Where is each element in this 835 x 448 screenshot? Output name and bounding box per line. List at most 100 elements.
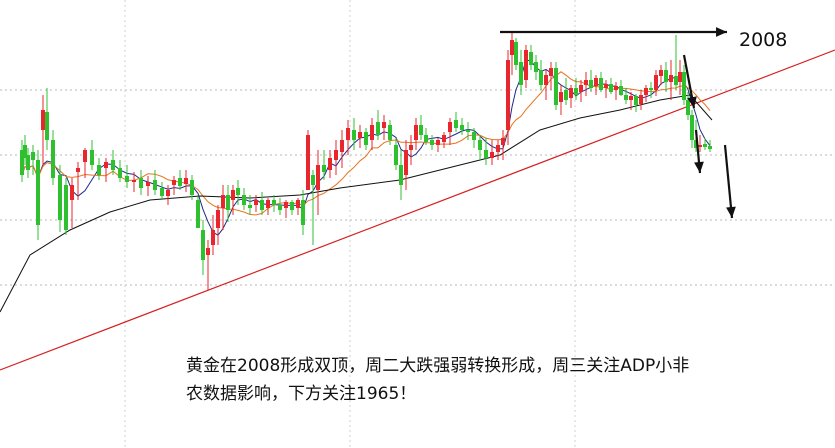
candle-body — [132, 180, 136, 182]
candle-body — [442, 135, 446, 142]
candle-body — [501, 138, 505, 145]
candle-body — [559, 92, 563, 102]
candle-body — [388, 125, 392, 140]
candle-body — [399, 165, 403, 185]
candle-body — [579, 85, 583, 92]
down-arrow-3-head — [726, 206, 736, 218]
candle-body — [104, 162, 108, 168]
candle-body — [260, 200, 264, 210]
candle-body — [301, 200, 305, 225]
ma-slow-line — [0, 94, 713, 313]
candle-body — [211, 230, 215, 245]
candle-body — [619, 86, 623, 95]
candle-body — [76, 168, 80, 172]
candle-body — [419, 125, 423, 135]
candle-body — [574, 88, 578, 95]
caption: 黄金在2008形成双顶，周二大跌强弱转换形成，周三关注ADP小非 农数据影响，下… — [186, 352, 826, 408]
candle-body — [184, 178, 188, 184]
caption-line-2: 农数据影响，下方关注1965！ — [186, 384, 417, 404]
candle-body — [272, 200, 276, 205]
candle-body — [629, 96, 633, 100]
candle-body — [484, 150, 488, 158]
candle-body — [454, 120, 458, 128]
candle-body — [519, 62, 523, 85]
candle-body — [254, 200, 258, 205]
support-trendline — [0, 49, 835, 371]
candle-body — [529, 52, 533, 65]
candle-body — [414, 125, 418, 140]
candle-body — [51, 140, 55, 178]
candle-body — [364, 132, 368, 145]
candle-body — [478, 140, 482, 150]
candle-body — [664, 70, 668, 82]
down-arrow-2-head — [694, 161, 704, 173]
candle-body — [316, 165, 320, 190]
candle-body — [221, 195, 225, 208]
candle-body — [490, 152, 494, 158]
candle-body — [584, 80, 588, 85]
candle-body — [703, 144, 707, 147]
candle-body — [614, 86, 618, 90]
candle-body — [90, 150, 94, 165]
candle-body — [23, 145, 27, 158]
candle-body — [236, 188, 240, 195]
candle-body — [111, 160, 115, 170]
caption-line-1: 黄金在2008形成双顶，周二大跌强弱转换形成，周三关注ADP小非 — [186, 356, 690, 376]
candle-body — [539, 70, 543, 85]
candle-body — [544, 75, 548, 85]
candle-body — [284, 202, 288, 208]
candle-body — [394, 145, 398, 165]
candle-body — [278, 205, 282, 210]
candle-body — [524, 50, 528, 80]
candle-body — [97, 165, 101, 175]
candle-body — [690, 115, 694, 140]
candle-body — [311, 175, 315, 185]
candle-body — [58, 175, 62, 220]
candle-body — [334, 150, 338, 160]
candle-body — [659, 70, 663, 76]
candle-body — [698, 145, 702, 147]
candle-body — [64, 185, 68, 230]
candle-body — [290, 202, 294, 210]
candle-body — [216, 210, 220, 228]
candle-body — [346, 128, 350, 140]
candle-body — [594, 78, 598, 86]
candle-body — [589, 80, 593, 88]
candle-body — [370, 125, 374, 140]
candle-body — [36, 160, 40, 225]
candle-body — [506, 60, 510, 130]
candle-body — [125, 176, 129, 182]
candle-body — [201, 230, 205, 260]
candle-body — [639, 95, 643, 104]
candle-body — [358, 132, 362, 138]
candle-body — [166, 190, 170, 196]
candle-body — [554, 68, 558, 105]
candle-body — [409, 145, 413, 150]
annotation-arrows — [500, 27, 736, 219]
candle-body — [178, 178, 182, 186]
candle-body — [496, 145, 500, 152]
candle-body — [382, 122, 386, 128]
candle-body — [624, 95, 628, 100]
candle-body — [146, 182, 150, 186]
candle-body — [694, 140, 698, 148]
candle-body — [41, 110, 45, 130]
candle-body — [472, 132, 476, 140]
candle-body — [686, 100, 690, 115]
candle-body — [376, 122, 380, 135]
candle-body — [404, 150, 408, 175]
candle-body — [306, 135, 310, 190]
candle-body — [514, 42, 518, 65]
candle-body — [569, 88, 573, 98]
candle-body — [248, 205, 252, 208]
candlesticks — [20, 32, 712, 290]
resistance-arrow-head — [716, 27, 727, 37]
candle-body — [510, 40, 514, 55]
candle-body — [31, 152, 35, 160]
candle-body — [83, 150, 87, 162]
candle-body — [296, 200, 300, 208]
candle-body — [599, 78, 603, 90]
